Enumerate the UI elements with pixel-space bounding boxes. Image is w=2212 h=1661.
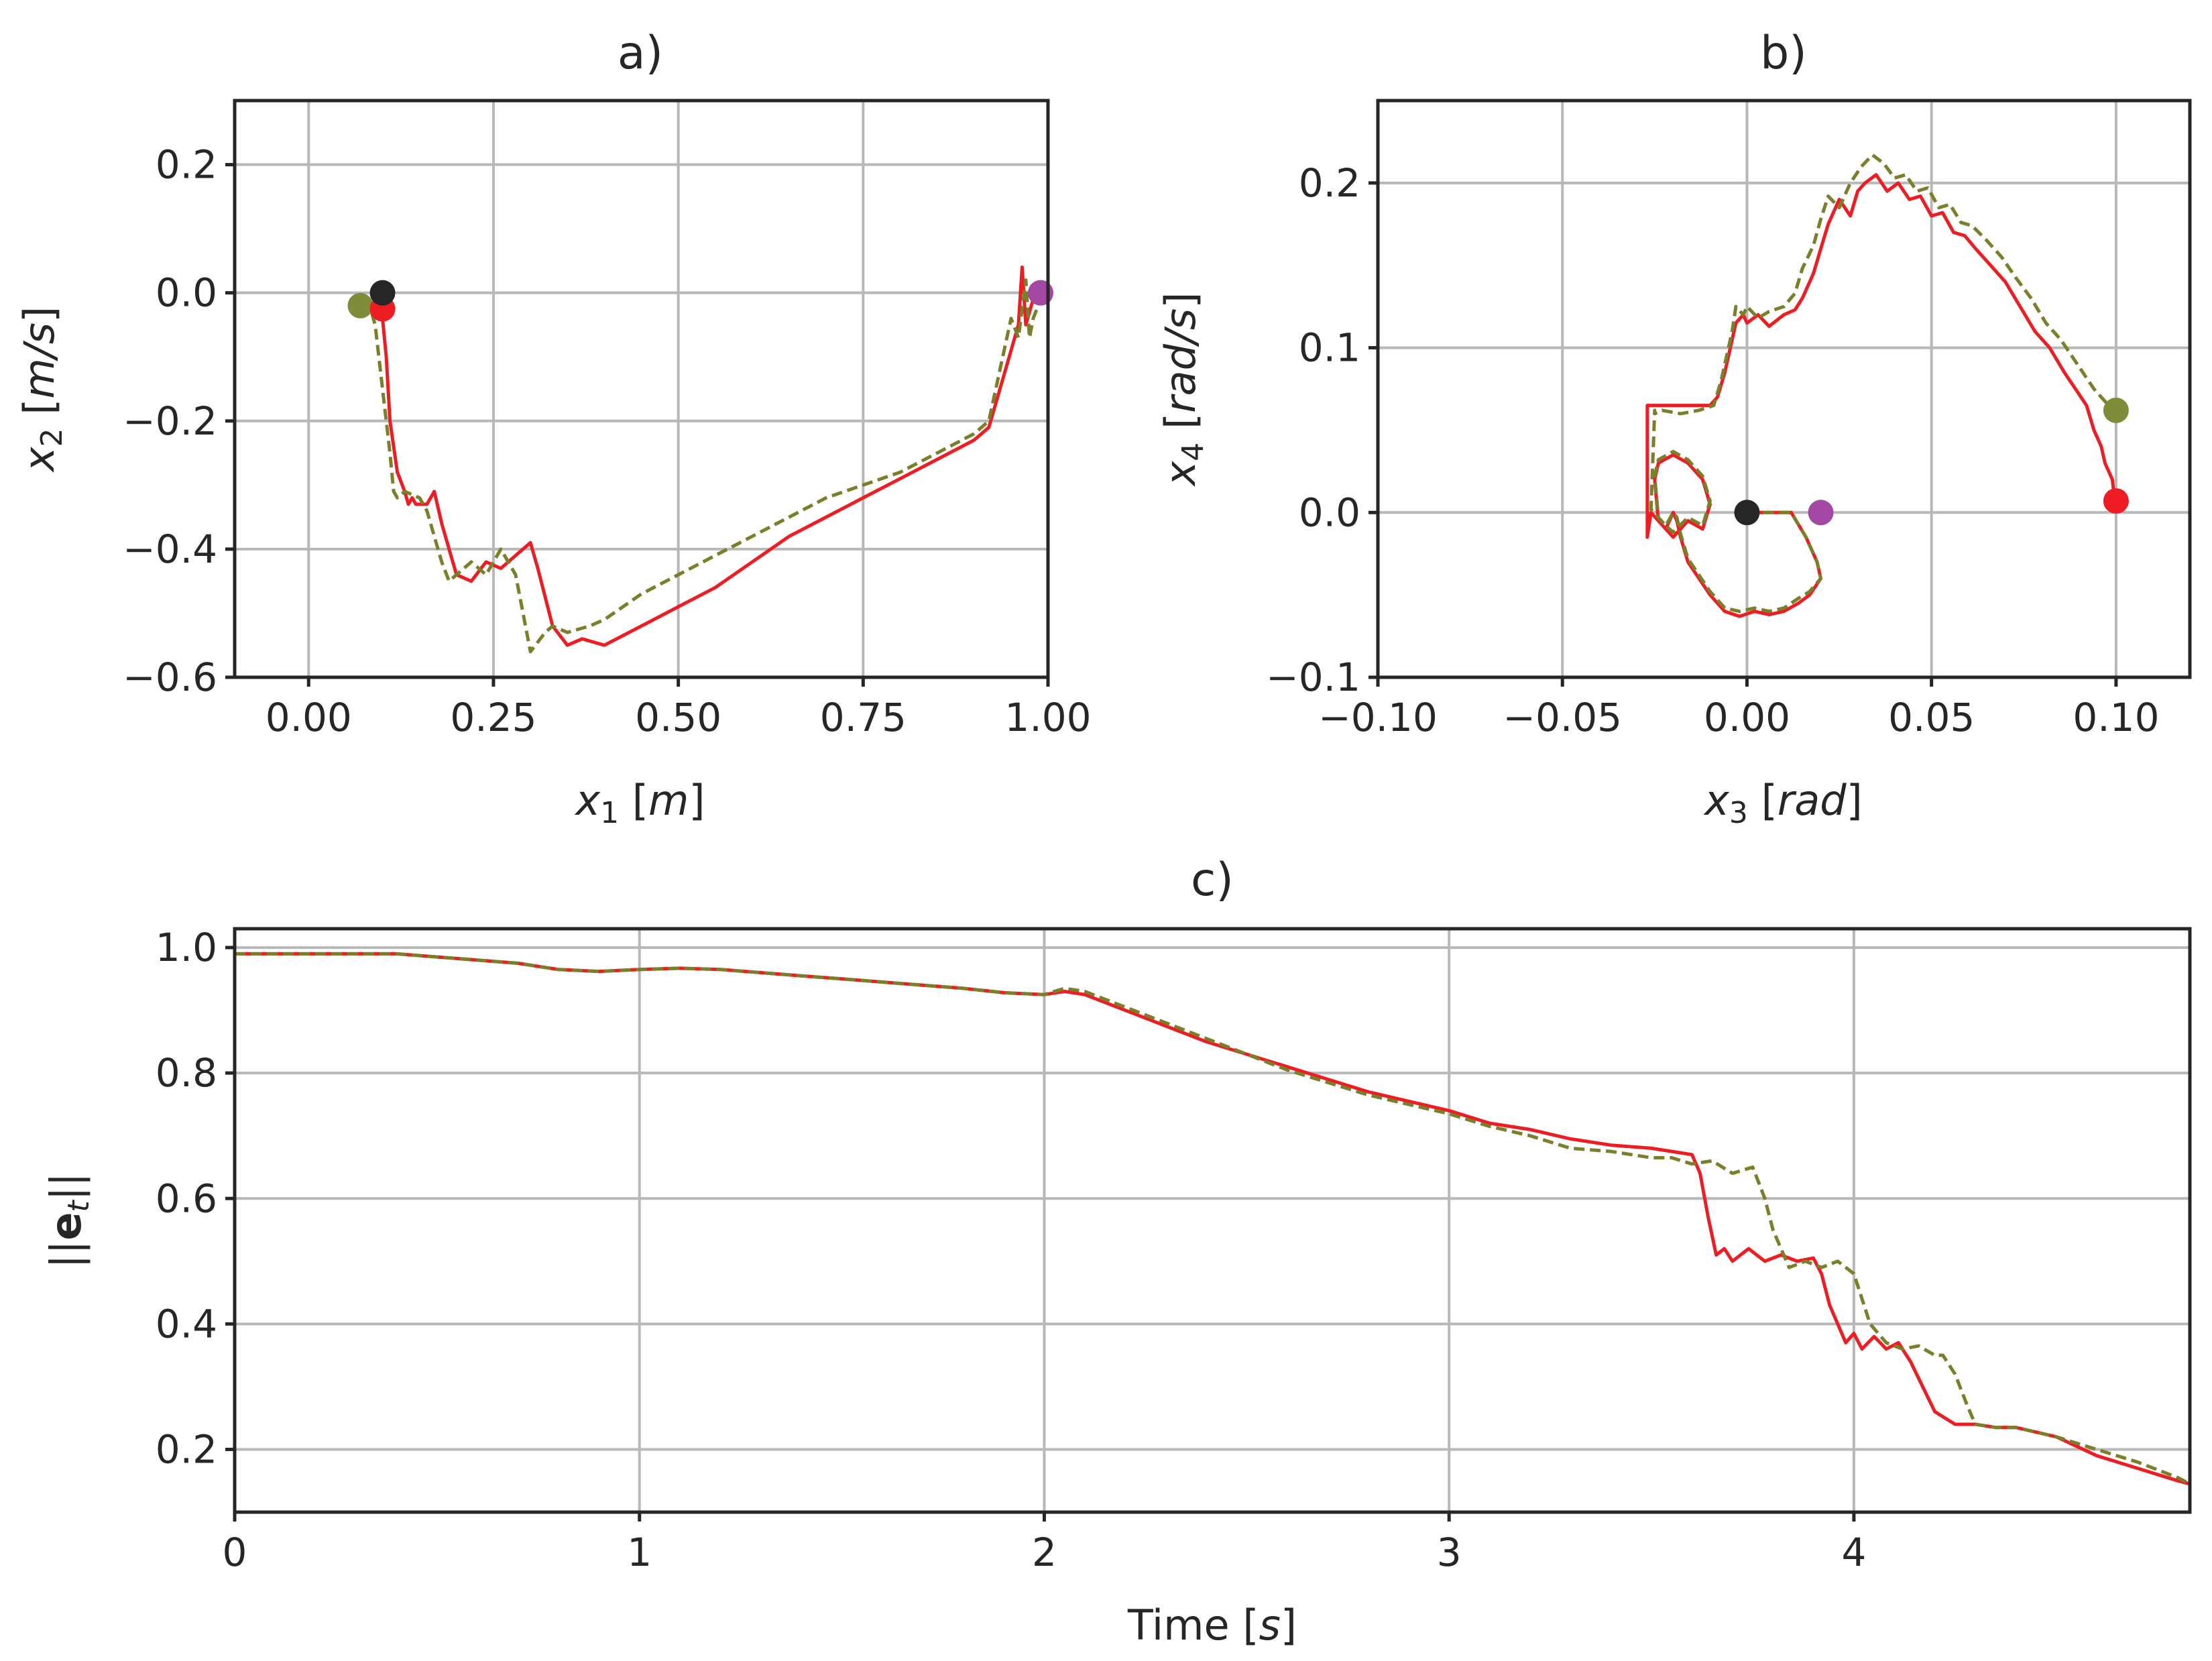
panel-a-frame — [233, 99, 1050, 679]
panel-b-xtick-label: 0.10 — [2073, 695, 2159, 740]
panel-b-xlabel-open: [ — [1748, 776, 1778, 825]
panel-b-markers — [1734, 397, 2129, 526]
panel-c-title: c) — [1191, 854, 1234, 907]
panel-c-xtick-label: 3 — [1437, 1530, 1462, 1575]
panel-b-marker-red-end — [2103, 488, 2129, 514]
panel-c-ylabel-close-bars: || — [42, 1173, 91, 1201]
panel-a-xtick-label: 0.50 — [635, 695, 721, 740]
panel-c-xlabel-unit: s — [1259, 1601, 1281, 1650]
panel-c-ytick-label: 0.8 — [156, 1050, 217, 1096]
panel-a-xtick-label: 0.00 — [266, 695, 352, 740]
panel-b-ticks: −0.10 −0.05 0.00 0.05 0.10 −0.1 0.0 0.1 0.2 — [1266, 160, 2159, 740]
panel-b-ytick-label: 0.2 — [1299, 160, 1360, 206]
panel-a: a) 0.00 0.25 0.50 0.75 1.00−0.6−0.4−0.20.00.… — [15, 27, 1092, 830]
panel-b-ylabel: x4 [rad/s] — [1156, 292, 1210, 488]
panel-b-ytick-label: 0.0 — [1299, 490, 1360, 535]
panel-c-grid — [233, 929, 2190, 1512]
panel-b-ytick-label: 0.1 — [1299, 325, 1360, 371]
panel-a-ytick-label: 0.2 — [156, 142, 217, 188]
panel-a-xlabel-var: x — [574, 776, 601, 825]
panel-b-series — [1645, 153, 2118, 618]
panel-b-xtick-label: 0.05 — [1888, 695, 1975, 740]
panel-a-ticks: 0.00 0.25 0.50 0.75 1.00 −0.6 −0.4 −0.2 0.0 0.2 — [123, 142, 1091, 740]
panel-b-xlabel-var: x — [1703, 776, 1730, 825]
panel-a-xtick-label: 0.25 — [450, 695, 536, 740]
panel-c-xtick-label: 1 — [627, 1530, 652, 1575]
panel-a-xlabel-sub: 1 — [600, 796, 619, 830]
panel-b-ylabel-unit: rad/s — [1156, 308, 1205, 413]
panel-c-xlabel-open: [ — [1230, 1601, 1259, 1650]
panel-b-marker-olive-end — [2103, 397, 2129, 423]
panel-c-ytick-label: 1.0 — [156, 925, 217, 970]
panel-c-ticks: 0 1 2 3 4 0.2 0.4 0.6 0.8 1.0 — [156, 925, 1867, 1575]
panel-b-ylabel-var: x — [1156, 460, 1205, 487]
panel-c-xlabel-close: ] — [1281, 1601, 1297, 1650]
panel-a-marker-olive-start — [347, 292, 373, 319]
panel-c-xtick-label: 0 — [223, 1530, 247, 1575]
panel-c-series — [233, 952, 2192, 1486]
panel-a-ytick-label: −0.4 — [123, 526, 217, 572]
panel-a-ylabel-var: x — [15, 446, 64, 473]
panel-b-series-red — [1645, 173, 2118, 618]
panel-c-xlabel-text: Time — [1127, 1601, 1230, 1650]
panel-b-ytick-label: −0.1 — [1266, 654, 1360, 700]
panel-b-ylabel-close: ] — [1156, 292, 1205, 308]
panel-a-ylabel-open: [ — [15, 399, 64, 428]
panel-b-xlabel-close: ] — [1847, 776, 1863, 825]
panel-c-ylabel: ||et|| — [42, 1173, 96, 1269]
panel-b-title: b) — [1760, 27, 1807, 80]
panel-c-ylabel-subscript: t — [62, 1200, 96, 1212]
panel-a-ytick-label: −0.2 — [123, 398, 217, 444]
panel-a-xlabel-unit: m — [648, 776, 689, 825]
panel-c-xtick-label: 4 — [1841, 1530, 1866, 1575]
panel-a-series-olive — [360, 278, 1043, 654]
panel-c-ytick-label: 0.4 — [156, 1301, 217, 1347]
panel-a-xlabel-open: [ — [619, 776, 648, 825]
panel-c-frame — [233, 927, 2192, 1514]
panel-a-ylabel-sub: 2 — [35, 428, 69, 447]
panel-b-marker-black-origin — [1734, 500, 1760, 526]
panel-c-series-olive — [235, 952, 2191, 1486]
panel-c-ylabel-open-bars: || — [42, 1241, 91, 1269]
panel-b-xtick-label: −0.10 — [1318, 695, 1438, 740]
panel-c-ylabel-symbol: e — [42, 1212, 91, 1241]
panel-b-marker-purple-start — [1808, 500, 1834, 526]
panel-a-series — [360, 265, 1043, 654]
panel-a-xtick-label: 0.75 — [820, 695, 907, 740]
panel-a-xtick-label: 1.00 — [1004, 695, 1091, 740]
panel-a-xlabel: x1 [m] — [574, 776, 705, 830]
panel-b: b) −0.10 −0.05 0.00 0.05 0.10 −0.1 0.0 0.1 0.2 x… — [1156, 27, 2192, 830]
panel-c: c) 0 1 2 3 40.20.40.60.81.0 Time [s] ||et|| — [42, 854, 2192, 1650]
panel-c-ytick-label: 0.2 — [156, 1426, 217, 1472]
panel-b-xlabel-sub: 3 — [1729, 796, 1748, 830]
panel-b-series-olive — [1649, 153, 2117, 614]
panel-b-xtick-label: −0.05 — [1503, 695, 1622, 740]
panel-c-xtick-label: 2 — [1032, 1530, 1057, 1575]
panel-a-ytick-label: −0.6 — [123, 654, 217, 700]
panel-a-ylabel-close: ] — [15, 306, 64, 323]
panel-a-ylabel-unit: m/s — [15, 323, 64, 399]
panel-a-title: a) — [618, 27, 663, 80]
panel-b-xlabel-unit: rad — [1778, 776, 1847, 825]
panel-a-marker-black-origin — [369, 280, 396, 306]
panel-a-ytick-label: 0.0 — [156, 270, 217, 316]
panel-b-xtick-label: 0.00 — [1704, 695, 1790, 740]
panel-b-xlabel: x3 [rad] — [1703, 776, 1863, 830]
panel-b-frame — [1376, 99, 2192, 679]
panel-c-xlabel: Time [s] — [1127, 1601, 1297, 1650]
panel-b-ylabel-open: [ — [1156, 413, 1205, 443]
panel-a-ylabel: x2 [m/s] — [15, 306, 69, 473]
panel-a-xlabel-close: ] — [689, 776, 705, 825]
panel-c-ytick-label: 0.6 — [156, 1176, 217, 1221]
panel-b-ylabel-sub: 4 — [1176, 443, 1210, 461]
